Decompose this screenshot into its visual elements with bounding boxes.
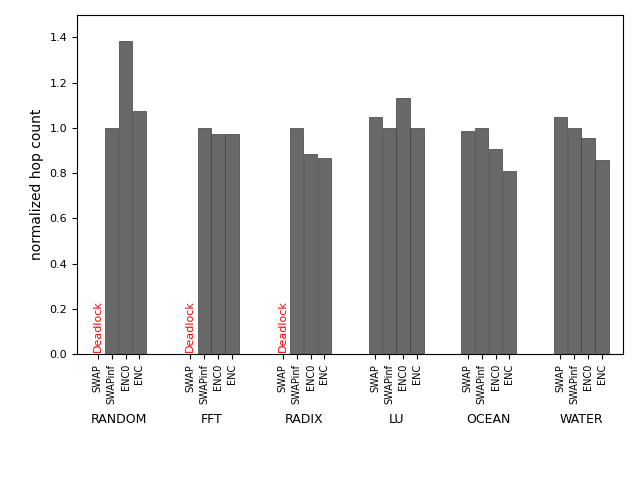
Bar: [410, 128, 424, 354]
Bar: [105, 128, 118, 354]
Bar: [198, 128, 211, 354]
Bar: [318, 158, 331, 354]
Text: FFT: FFT: [200, 413, 222, 426]
Bar: [568, 128, 581, 354]
Bar: [475, 128, 489, 354]
Bar: [290, 128, 303, 354]
Bar: [119, 41, 132, 354]
Text: RADIX: RADIX: [284, 413, 323, 426]
Text: Deadlock: Deadlock: [93, 300, 103, 352]
Bar: [397, 98, 410, 354]
Bar: [304, 154, 317, 354]
Text: WATER: WATER: [559, 413, 603, 426]
Bar: [383, 128, 395, 354]
Text: RANDOM: RANDOM: [91, 413, 147, 426]
Bar: [225, 133, 239, 354]
Text: Deadlock: Deadlock: [186, 300, 195, 352]
Bar: [595, 159, 609, 354]
Text: Deadlock: Deadlock: [278, 300, 288, 352]
Bar: [582, 138, 594, 354]
Bar: [369, 117, 382, 354]
Bar: [211, 133, 225, 354]
Bar: [489, 150, 502, 354]
Text: LU: LU: [388, 413, 404, 426]
Y-axis label: normalized hop count: normalized hop count: [30, 109, 44, 260]
Bar: [553, 117, 567, 354]
Bar: [503, 171, 516, 354]
Bar: [133, 111, 146, 354]
Text: OCEAN: OCEAN: [467, 413, 511, 426]
Bar: [461, 131, 474, 354]
